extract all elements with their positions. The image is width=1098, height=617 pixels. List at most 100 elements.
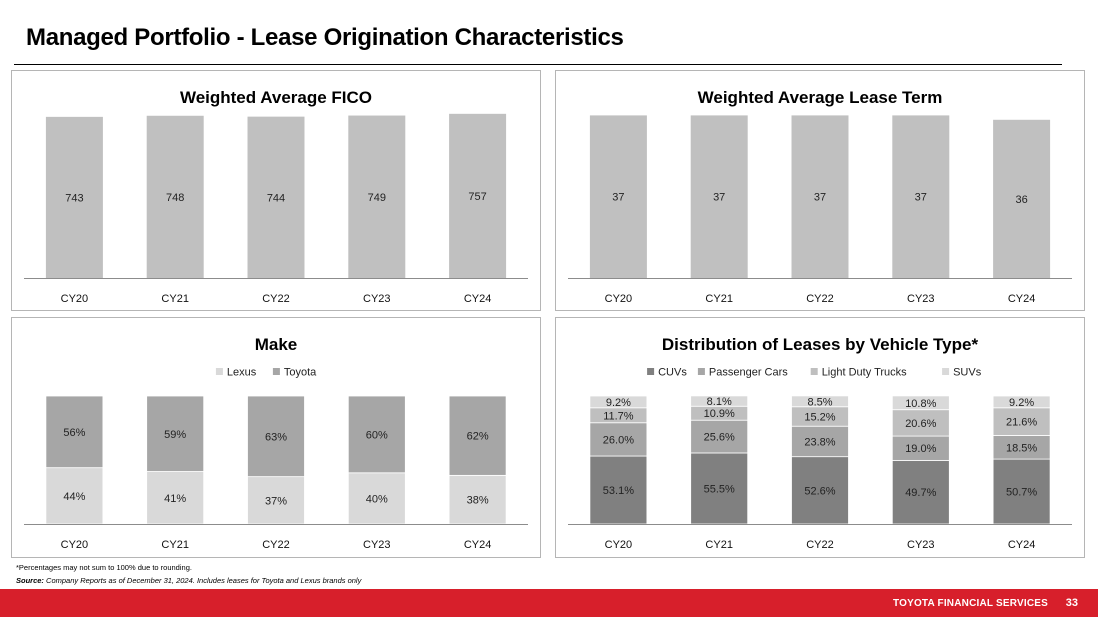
x-tick-label-cy23: CY23 [907, 539, 935, 551]
bar-segment-passenger-cars-cy20 [589, 422, 648, 457]
lease-term-chart-panel: Weighted Average Lease Term 37 CY20 37 CY21 3… [555, 70, 1085, 311]
data-label-suvs-cy24: 9.2% [1009, 397, 1034, 409]
bar-segment-suvs-cy21 [690, 395, 749, 407]
bar-segment-lexus-cy22 [247, 476, 305, 525]
bar-cy20 [589, 115, 647, 278]
data-label-light-duty-trucks-cy24: 21.6% [1006, 417, 1037, 429]
bar-cy22 [791, 115, 849, 278]
data-label-cy24: 36 [1015, 194, 1027, 206]
data-label-cy20: 37 [612, 192, 624, 204]
bar-segment-lexus-cy24 [448, 474, 507, 525]
x-tick-label-cy20: CY20 [61, 539, 89, 551]
data-label-passenger-cars-cy24: 18.5% [1006, 442, 1037, 454]
legend-label-suvs: SUVs [953, 367, 982, 379]
x-tick-label-cy21: CY21 [161, 539, 189, 551]
bar-segment-cuvs-cy23 [891, 459, 950, 525]
data-label-toyota-cy22: 63% [265, 431, 287, 443]
page-title: Managed Portfolio - Lease Origination Ch… [26, 24, 624, 51]
bar-cy21 [690, 115, 748, 278]
bar-segment-cuvs-cy22 [791, 456, 849, 525]
bar-segment-passenger-cars-cy23 [891, 435, 950, 461]
x-tick-label-cy23: CY23 [907, 293, 935, 305]
bar-segment-cuvs-cy20 [589, 455, 648, 525]
source-text: Company Reports as of December 31, 2024.… [46, 576, 362, 585]
bar-segment-toyota-cy23 [347, 395, 406, 474]
bar-cy23 [348, 115, 406, 278]
data-label-cuvs-cy24: 50.7% [1006, 487, 1037, 499]
vehicle-type-chart: Distribution of Leases by Vehicle Type* C… [568, 335, 1072, 551]
make-chart: Make Lexus Toyota 44% 56% CY20 41% 59% CY21 37% 63… [24, 335, 528, 551]
data-label-cy22: 37 [814, 192, 826, 204]
bar-cy20 [45, 116, 103, 279]
fico-chart: Weighted Average FICO 743 CY20 748 CY21 744 CY… [24, 88, 528, 305]
data-label-lexus-cy22: 37% [265, 495, 287, 507]
data-label-cuvs-cy21: 55.5% [704, 483, 735, 495]
bar-segment-passenger-cars-cy21 [690, 419, 749, 454]
x-tick-label-cy21: CY21 [705, 293, 733, 305]
bar-cy22 [247, 116, 305, 278]
data-label-light-duty-trucks-cy23: 20.6% [905, 418, 936, 430]
legend-swatch-toyota [272, 368, 280, 375]
bar-segment-toyota-cy21 [146, 395, 205, 472]
bar-segment-suvs-cy20 [589, 395, 648, 409]
data-label-cy23: 37 [915, 192, 927, 204]
title-divider [14, 64, 1062, 65]
x-tick-label-cy21: CY21 [705, 539, 733, 551]
bar-cy21 [146, 115, 204, 278]
vehicle-type-chart-title: Distribution of Leases by Vehicle Type* [662, 335, 979, 354]
data-label-cy23: 749 [368, 192, 386, 204]
x-tick-label-cy22: CY22 [262, 539, 290, 551]
data-label-cy21: 748 [166, 192, 184, 204]
data-label-cy24: 757 [468, 191, 486, 203]
data-label-passenger-cars-cy20: 26.0% [603, 434, 634, 446]
lease-term-chart: Weighted Average Lease Term 37 CY20 37 CY21 3… [568, 88, 1072, 305]
x-tick-label-cy22: CY22 [262, 293, 290, 305]
x-tick-label-cy24: CY24 [464, 293, 492, 305]
x-tick-label-cy20: CY20 [605, 539, 633, 551]
footer-band: TOYOTA FINANCIAL SERVICES 33 [0, 589, 1098, 617]
fico-chart-panel: Weighted Average FICO 743 CY20 748 CY21 744 CY… [11, 70, 541, 311]
x-tick-label-cy22: CY22 [806, 293, 834, 305]
legend-swatch-suvs [942, 368, 950, 375]
x-tick-label-cy24: CY24 [1008, 539, 1036, 551]
x-tick-label-cy24: CY24 [1008, 293, 1036, 305]
data-label-cuvs-cy22: 52.6% [804, 485, 835, 497]
legend-label-light-duty-trucks: Light Duty Trucks [822, 367, 907, 379]
data-label-lexus-cy23: 40% [366, 493, 388, 505]
data-label-lexus-cy24: 38% [467, 495, 489, 507]
source-label: Source: [16, 576, 44, 585]
bar-cy23 [892, 115, 950, 278]
data-label-toyota-cy24: 62% [467, 431, 489, 443]
bar-cy24 [993, 119, 1051, 278]
source-note: Source: Company Reports as of December 3… [16, 576, 361, 585]
data-label-passenger-cars-cy23: 19.0% [905, 443, 936, 455]
data-label-light-duty-trucks-cy21: 10.9% [704, 408, 735, 420]
data-label-toyota-cy21: 59% [164, 429, 186, 441]
bar-segment-toyota-cy22 [247, 395, 305, 478]
page-number: 33 [1065, 597, 1078, 609]
bar-segment-suvs-cy24 [992, 395, 1051, 409]
data-label-lexus-cy21: 41% [164, 493, 186, 505]
legend-swatch-passenger-cars [697, 368, 705, 375]
x-tick-label-cy22: CY22 [806, 539, 834, 551]
data-label-toyota-cy23: 60% [366, 429, 388, 441]
data-label-cy21: 37 [713, 192, 725, 204]
x-tick-label-cy23: CY23 [363, 293, 391, 305]
lease-term-chart-title: Weighted Average Lease Term [698, 88, 943, 107]
bar-segment-lexus-cy20 [45, 467, 104, 525]
legend-label-passenger-cars: Passenger Cars [709, 367, 788, 379]
make-chart-panel: Make Lexus Toyota 44% 56% CY20 41% 59% CY21 37% 63… [11, 317, 541, 558]
bar-segment-cuvs-cy24 [992, 458, 1051, 525]
legend-swatch-lexus [215, 368, 223, 375]
data-label-suvs-cy20: 9.2% [606, 397, 631, 409]
legend-label-toyota: Toyota [284, 367, 317, 379]
data-label-cuvs-cy20: 53.1% [603, 485, 634, 497]
data-label-passenger-cars-cy21: 25.6% [704, 432, 735, 444]
x-tick-label-cy21: CY21 [161, 293, 189, 305]
data-label-lexus-cy20: 44% [63, 491, 85, 503]
fico-chart-title: Weighted Average FICO [180, 88, 372, 107]
legend-swatch-cuvs [647, 368, 655, 375]
bar-segment-suvs-cy23 [891, 395, 950, 411]
x-tick-label-cy20: CY20 [61, 293, 89, 305]
footnote: *Percentages may not sum to 100% due to … [16, 563, 192, 572]
